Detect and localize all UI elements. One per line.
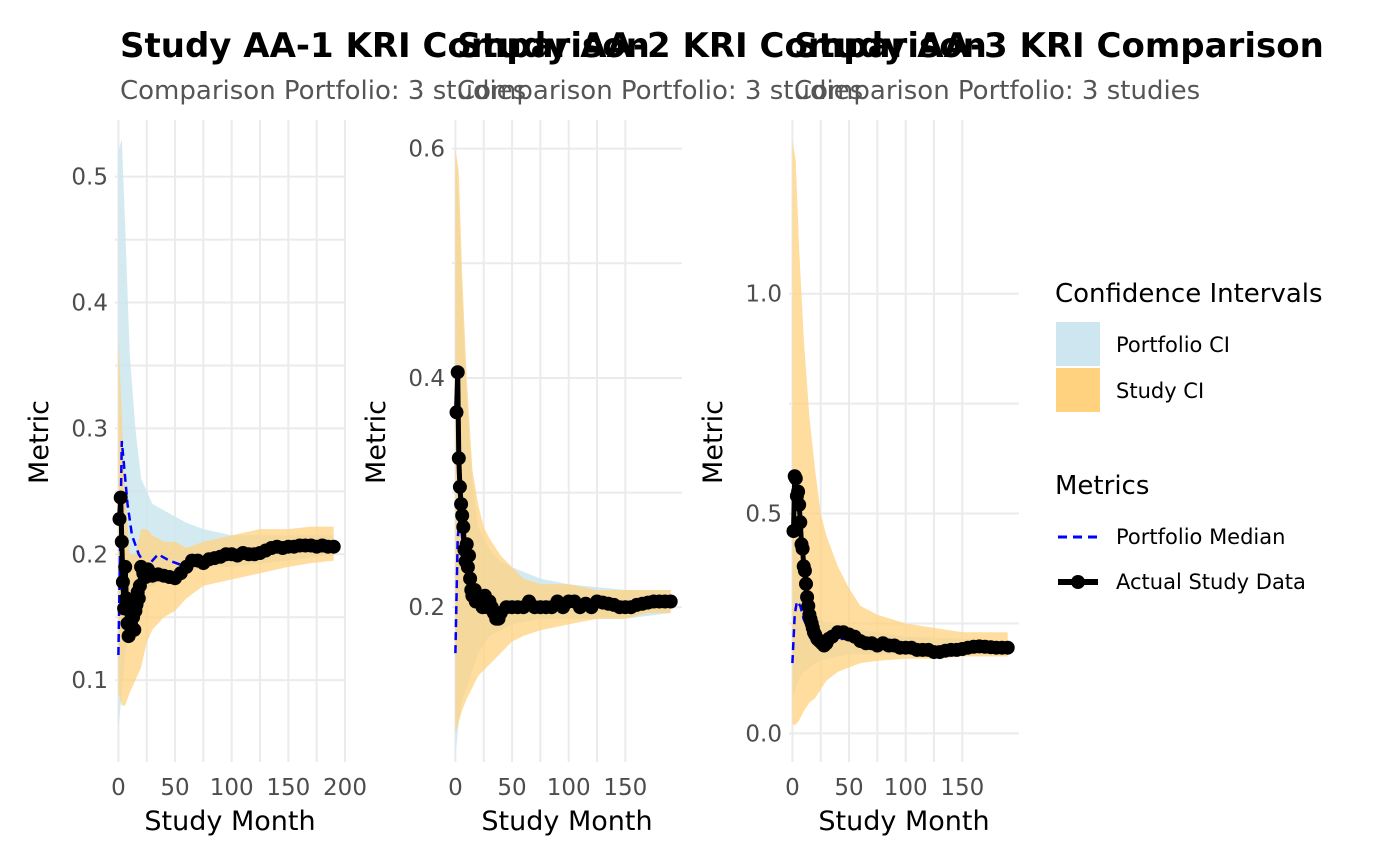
chart-title: Study AA-1 KRI Comparison <box>120 26 650 66</box>
panel-ticks: 0 50 100 150 0.0 0.5 1.0 <box>745 282 984 801</box>
actual-study-data-point <box>797 563 812 578</box>
y-axis-title: Metric <box>698 400 729 484</box>
y-tick-label: 0.6 <box>408 137 445 163</box>
x-tick-label: 100 <box>210 775 254 801</box>
actual-study-data-point <box>456 520 471 534</box>
chart-subtitle: Comparison Portfolio: 3 studies <box>457 76 863 106</box>
study-ci-band <box>118 340 334 706</box>
x-tick-label: 150 <box>603 775 647 801</box>
actual-study-data-point <box>131 591 146 606</box>
x-tick-label: 200 <box>323 775 367 801</box>
actual-study-data-point <box>793 515 808 530</box>
panel-grid <box>115 120 346 762</box>
x-axis-title: Study Month <box>818 806 989 837</box>
panel-aa-2: 0 50 100 150 0.2 0.4 0.6 Study Month Metric <box>361 120 682 837</box>
legend-key-actual-study-point <box>1071 575 1085 589</box>
actual-study-data-point <box>1000 640 1015 655</box>
y-tick-label: 0.2 <box>71 542 108 568</box>
x-tick-label: 0 <box>785 775 800 801</box>
x-tick-label: 100 <box>547 775 591 801</box>
study-ci-band <box>455 148 671 734</box>
legend-label-portfolio-ci: Portfolio CI <box>1116 333 1230 357</box>
y-tick-label: 0.2 <box>408 595 445 621</box>
panel-marks <box>112 138 341 731</box>
legend: Confidence Intervals Portfolio CI Study … <box>1055 279 1323 594</box>
x-tick-label: 50 <box>497 775 526 801</box>
actual-study-data-point <box>460 560 475 575</box>
y-tick-label: 0.3 <box>71 416 108 442</box>
portfolio-ci-band <box>118 138 334 731</box>
actual-study-data-point <box>459 537 474 552</box>
panel-ticks: 0 50 100 150 200 0.1 0.2 0.3 0.4 0.5 <box>71 165 367 801</box>
panel-ticks: 0 50 100 150 0.2 0.4 0.6 <box>408 137 647 801</box>
actual-study-data-point <box>449 405 464 420</box>
chart-title: Study AA-3 KRI Comparison <box>794 26 1324 66</box>
actual-study-data-point <box>114 534 129 549</box>
x-axis-title: Study Month <box>144 806 315 837</box>
y-tick-label: 0.4 <box>408 366 445 392</box>
x-tick-label: 100 <box>884 775 928 801</box>
y-tick-label: 1.0 <box>745 282 782 308</box>
y-tick-label: 0.5 <box>745 502 782 528</box>
x-tick-label: 150 <box>266 775 310 801</box>
panel-marks <box>449 148 678 757</box>
actual-study-data-point <box>112 512 127 526</box>
panel-aa-3: 0 50 100 150 0.0 0.5 1.0 Study Month Metric <box>698 120 1019 837</box>
chart-subtitle: Comparison Portfolio: 3 studies <box>120 76 526 106</box>
legend-label-actual-study-data: Actual Study Data <box>1116 570 1306 594</box>
x-axis-title: Study Month <box>481 806 652 837</box>
actual-study-data-point <box>454 497 469 512</box>
actual-study-data-point <box>115 575 130 589</box>
chart-subtitle: Comparison Portfolio: 3 studies <box>794 76 1200 106</box>
y-tick-label: 0.4 <box>71 291 108 317</box>
actual-study-data-point <box>791 484 806 499</box>
actual-study-data-point <box>450 365 465 380</box>
x-tick-label: 50 <box>834 775 863 801</box>
y-axis-title: Metric <box>24 400 55 484</box>
x-tick-label: 150 <box>940 775 984 801</box>
actual-study-data-point <box>792 497 807 512</box>
panel-marks <box>786 139 1015 725</box>
legend-title-confidence-intervals: Confidence Intervals <box>1055 279 1323 309</box>
actual-study-data-point <box>663 594 678 609</box>
actual-study-data-point <box>326 539 341 554</box>
actual-study-data-point <box>799 576 813 591</box>
y-tick-label: 0.1 <box>71 668 108 694</box>
actual-study-data-point <box>451 451 466 466</box>
x-tick-label: 0 <box>448 775 463 801</box>
legend-label-study-ci: Study CI <box>1116 379 1204 403</box>
legend-label-portfolio-median: Portfolio Median <box>1116 525 1285 549</box>
actual-study-data-point <box>452 479 467 494</box>
legend-title-metrics: Metrics <box>1055 471 1149 501</box>
actual-study-data-point <box>462 548 476 563</box>
x-tick-label: 50 <box>160 775 189 801</box>
chart-title: Study AA-2 KRI Comparison <box>457 26 987 66</box>
actual-study-data-point <box>113 490 128 505</box>
actual-study-data-point <box>463 571 478 586</box>
actual-study-data-point <box>455 508 470 523</box>
actual-study-data-point <box>127 622 142 637</box>
y-tick-label: 0.5 <box>71 165 108 191</box>
study-ci-band <box>792 139 1008 725</box>
actual-study-data-point <box>788 471 803 486</box>
actual-study-data-point <box>118 559 133 574</box>
x-tick-label: 0 <box>111 775 126 801</box>
legend-swatch-portfolio-ci <box>1056 322 1100 366</box>
y-axis-title: Metric <box>361 400 392 484</box>
y-tick-label: 0.0 <box>745 721 782 747</box>
actual-study-data-point <box>795 541 810 556</box>
legend-swatch-study-ci <box>1056 368 1100 412</box>
